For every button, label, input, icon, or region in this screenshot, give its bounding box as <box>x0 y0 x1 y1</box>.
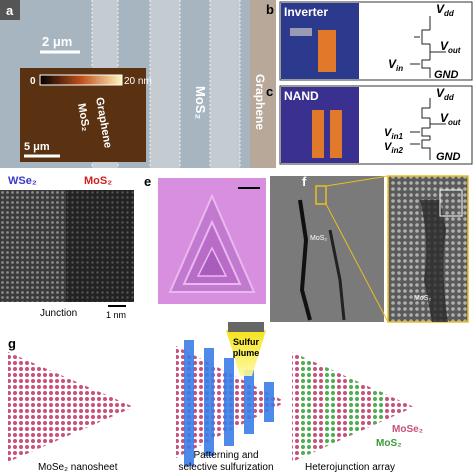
circuit-label: GND <box>436 151 461 163</box>
colorbar <box>39 74 123 86</box>
circuit-label: Vdd <box>436 2 455 18</box>
caption: Patterning and <box>193 450 258 461</box>
panel-label: a <box>6 3 14 18</box>
panel-label: f <box>302 174 307 189</box>
panel-g: g MoSe₂ nanosheet Sulfur plume Patternin… <box>8 322 423 473</box>
stripe <box>210 0 240 168</box>
circuit <box>410 16 446 78</box>
sulfur-plume <box>226 330 266 376</box>
source <box>228 322 264 332</box>
panel-label: g <box>8 336 16 351</box>
panel-label: e <box>144 174 151 189</box>
caption: Heterojunction array <box>305 462 395 473</box>
zoom-box <box>315 185 327 205</box>
boundary-region <box>420 200 448 322</box>
panel-e: e <box>144 174 266 304</box>
circuit-label: Vin2 <box>384 141 403 155</box>
panel-d: WSe₂ MoS₂ Junction 1 nm <box>0 175 134 320</box>
flake <box>196 246 228 277</box>
stem-image <box>66 190 134 302</box>
mask-bars <box>184 340 274 466</box>
region-label: MoS₂ <box>414 295 431 302</box>
grain-boundary <box>298 199 312 321</box>
plume-label: plume <box>233 348 260 358</box>
circuit-label: Vin1 <box>384 127 403 141</box>
stripe <box>250 0 276 168</box>
panel-label: b <box>266 2 274 17</box>
panel-label: c <box>266 84 273 99</box>
caption: Junction <box>40 308 77 319</box>
panel-a: a 2 μm MoS₂ Graphene 0 20 nm Graphene Mo… <box>0 0 276 168</box>
circuit-label: Vdd <box>436 86 455 102</box>
caption: selective sulfurization <box>178 462 273 473</box>
region-label: MoS₂ <box>310 235 327 242</box>
tem-image <box>270 176 384 322</box>
mos2-stripes <box>300 356 384 458</box>
region-label: MoS₂ <box>84 175 112 187</box>
zoom-line <box>325 203 389 323</box>
panel-c: c NAND Vdd Vout Vin1 Vin2 GND <box>266 84 473 165</box>
electrode <box>330 110 342 158</box>
caption: MoSe₂ nanosheet <box>38 462 118 473</box>
scale-label: 2 μm <box>42 34 72 49</box>
circuit <box>410 98 446 160</box>
zoom-line <box>325 175 389 187</box>
colorbar-label: 20 nm <box>124 76 152 87</box>
circuit-label: Vout <box>440 111 461 127</box>
legend-label: MoSe₂ <box>392 424 423 435</box>
region-label: WSe₂ <box>8 175 37 187</box>
colorbar-label: 0 <box>30 76 36 87</box>
stripe-label: Graphene <box>253 74 267 130</box>
grain-boundary <box>328 229 346 321</box>
zoom-box <box>439 189 463 217</box>
panel-b: b Inverter Vdd Vout Vin GND <box>266 1 473 81</box>
circuit-label: Vin <box>388 57 403 73</box>
electrode <box>312 110 324 158</box>
label-bg <box>0 0 20 20</box>
inset-label: MoS₂ <box>75 102 92 132</box>
electrode <box>318 30 336 72</box>
circuit-label: GND <box>434 69 459 81</box>
scale-label: 1 nm <box>106 310 126 320</box>
device-title: NAND <box>284 89 319 103</box>
electrode <box>290 28 312 36</box>
stripe <box>150 0 180 168</box>
panel-f: f MoS₂ MoS₂ <box>270 174 469 323</box>
stripe-label: MoS₂ <box>193 86 208 119</box>
plume-label: Sulfur <box>233 337 259 347</box>
device-title: Inverter <box>284 5 328 19</box>
nanosheet <box>8 352 134 462</box>
scale-label: 5 μm <box>24 141 50 153</box>
legend-label: MoS₂ <box>376 438 402 449</box>
circuit-label: Vout <box>440 39 461 55</box>
